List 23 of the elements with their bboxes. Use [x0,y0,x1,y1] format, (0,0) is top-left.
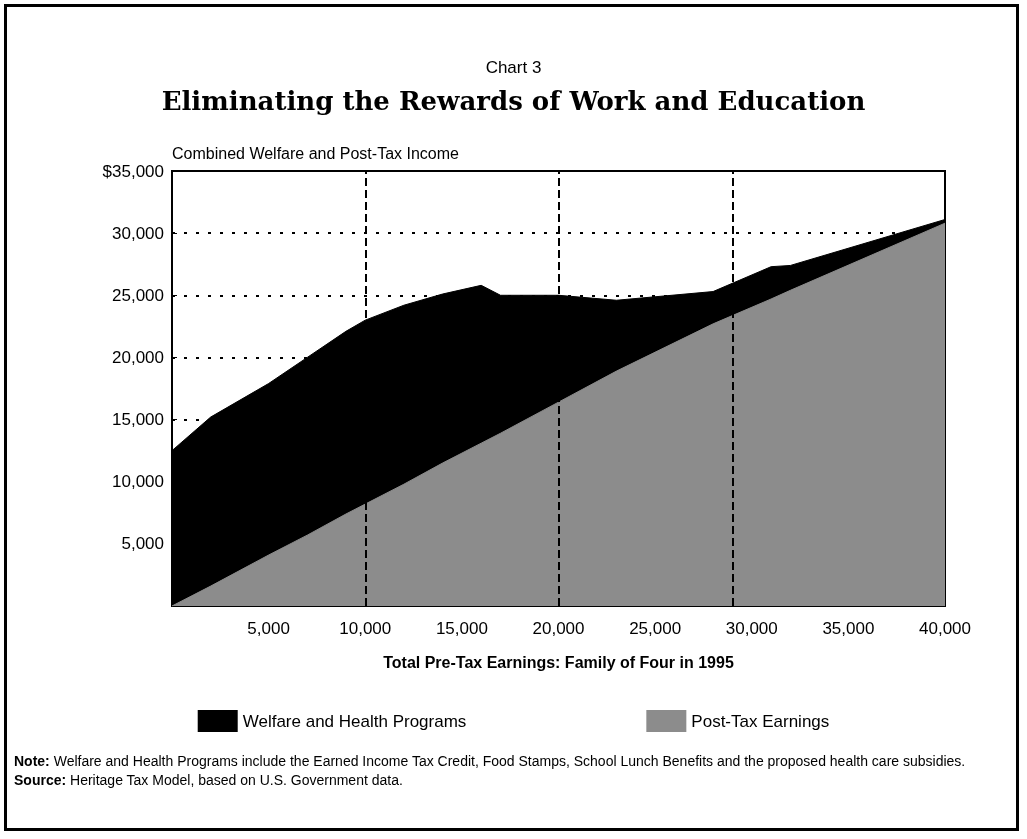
x-tick-label: 40,000 [919,619,971,638]
legend-label: Welfare and Health Programs [242,711,467,731]
source-note: Source: Heritage Tax Model, based on U.S. Government data. [14,771,404,790]
x-axis-title: Total Pre-Tax Earnings: Family of Four in 1995 [383,653,734,671]
legend-label: Post-Tax Earnings [691,711,830,731]
y-tick-label: 10,000 [112,472,164,492]
x-tick-label: 25,000 [629,619,682,638]
y-tick-label: 25,000 [112,285,164,305]
chart-title: Eliminating the Rewards of Work and Education [160,86,867,116]
y-tick-label: 5,000 [121,534,164,554]
y-tick-label: 30,000 [112,223,164,243]
y-tick-label: 20,000 [112,347,164,367]
x-tick-label: 5,000 [247,619,290,638]
x-tick-label: 20,000 [532,619,585,638]
x-tick-label: 30,000 [725,619,778,638]
y-axis-title: Combined Welfare and Post-Tax Income [172,144,460,162]
x-tick-label: 35,000 [822,619,875,638]
x-tick-label: 15,000 [435,619,488,638]
y-tick-label: 15,000 [112,410,164,430]
y-tick-label: $35,000 [102,161,164,181]
x-tick-label: 10,000 [339,619,392,638]
chart-subtitle: Chart 3 [484,58,543,78]
text: Note: Welfare and Health Programs include the Earned Income Tax Credit, Food Stamps, School Lunch Benefits and the proposed health care subsidies. [14,752,967,771]
